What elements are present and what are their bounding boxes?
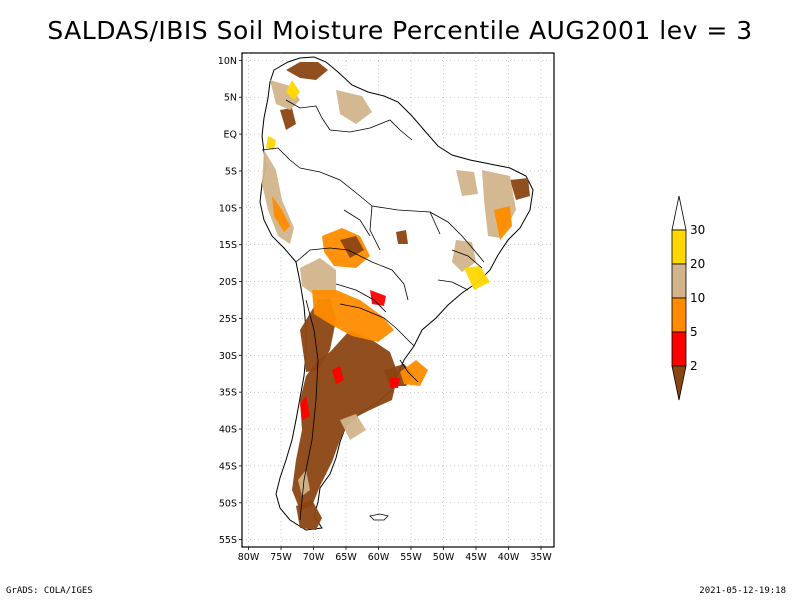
- moisture-patch: [286, 80, 300, 100]
- lat-tick-label: 10S: [219, 203, 237, 214]
- lat-tick-label: 10N: [218, 56, 237, 67]
- lat-tick-label: 20S: [219, 277, 237, 288]
- lon-tick-label: 70W: [303, 552, 325, 563]
- moisture-patch: [296, 500, 322, 530]
- legend-bin: [671, 331, 687, 367]
- legend-bin: [671, 263, 687, 299]
- moisture-patch: [336, 90, 372, 124]
- moisture-patch: [464, 266, 490, 290]
- lon-tick-label: 50W: [433, 552, 455, 563]
- footer-timestamp: 2021-05-12-19:18: [699, 586, 786, 596]
- legend-bin-label: 5: [690, 325, 698, 339]
- legend-bin-label: 2: [690, 359, 698, 373]
- footer-credit: GrADS: COLA/IGES: [6, 586, 93, 596]
- moisture-patch: [494, 206, 512, 240]
- moisture-patch: [340, 414, 366, 440]
- lat-tick-label: 45S: [219, 461, 237, 472]
- lat-tick-label: 5S: [225, 166, 237, 177]
- moisture-patch: [332, 366, 344, 384]
- lat-tick-label: 15S: [219, 240, 237, 251]
- moisture-patch: [340, 236, 364, 258]
- lon-tick-label: 40W: [498, 552, 520, 563]
- moisture-patch: [456, 170, 478, 196]
- percentile-patches: [262, 62, 530, 530]
- map-title: SALDAS/IBIS Soil Moisture Percentile AUG…: [47, 16, 753, 45]
- lon-tick-label: 60W: [368, 552, 390, 563]
- lon-tick-label: 80W: [238, 552, 260, 563]
- moisture-patch: [270, 80, 300, 110]
- legend-bin-label: 20: [690, 257, 705, 271]
- moisture-patch: [400, 360, 428, 386]
- country-borders: [261, 99, 485, 521]
- moisture-patch: [452, 240, 476, 272]
- legend-bottom-arrow: [671, 365, 687, 401]
- legend-colorbar: 30 20 10 5 2: [671, 195, 705, 401]
- lat-tick-label: 5N: [224, 93, 237, 104]
- moisture-patch: [286, 62, 328, 80]
- moisture-patch: [280, 108, 296, 130]
- lat-tick-label: 30S: [219, 351, 237, 362]
- moisture-patch: [266, 136, 276, 150]
- moisture-patch: [510, 178, 530, 200]
- lon-tick-label: 65W: [335, 552, 357, 563]
- moisture-patch: [370, 290, 386, 306]
- legend-bin: [671, 229, 687, 265]
- lat-tick-label: 35S: [219, 388, 237, 399]
- latitude-tick-labels: 10N 5N EQ 5S 10S 15S 20S 25S 30S 35S 40S 45S 50S 55S: [218, 56, 242, 546]
- lat-tick-label: 25S: [219, 314, 237, 325]
- moisture-patch: [300, 396, 310, 420]
- moisture-patch: [312, 290, 394, 342]
- lat-tick-label: EQ: [224, 130, 237, 141]
- lat-tick-label: 50S: [219, 498, 237, 509]
- lon-tick-label: 55W: [400, 552, 422, 563]
- moisture-patch: [396, 230, 408, 244]
- legend-bin: [671, 297, 687, 333]
- moisture-patch: [272, 196, 290, 232]
- moisture-patch: [300, 258, 336, 296]
- lon-tick-label: 35W: [530, 552, 552, 563]
- lon-tick-label: 75W: [270, 552, 292, 563]
- moisture-patch: [390, 378, 400, 388]
- legend-top-arrow: [671, 195, 687, 231]
- lat-tick-label: 40S: [219, 425, 237, 436]
- lon-tick-label: 45W: [465, 552, 487, 563]
- falkland-islands: [369, 513, 389, 521]
- legend-bin-label: 10: [690, 291, 705, 305]
- longitude-tick-labels: 80W 75W 70W 65W 60W 55W 50W 45W 40W 35W: [238, 547, 552, 563]
- legend-bin-label: 30: [690, 223, 705, 237]
- lat-tick-label: 55S: [219, 535, 237, 546]
